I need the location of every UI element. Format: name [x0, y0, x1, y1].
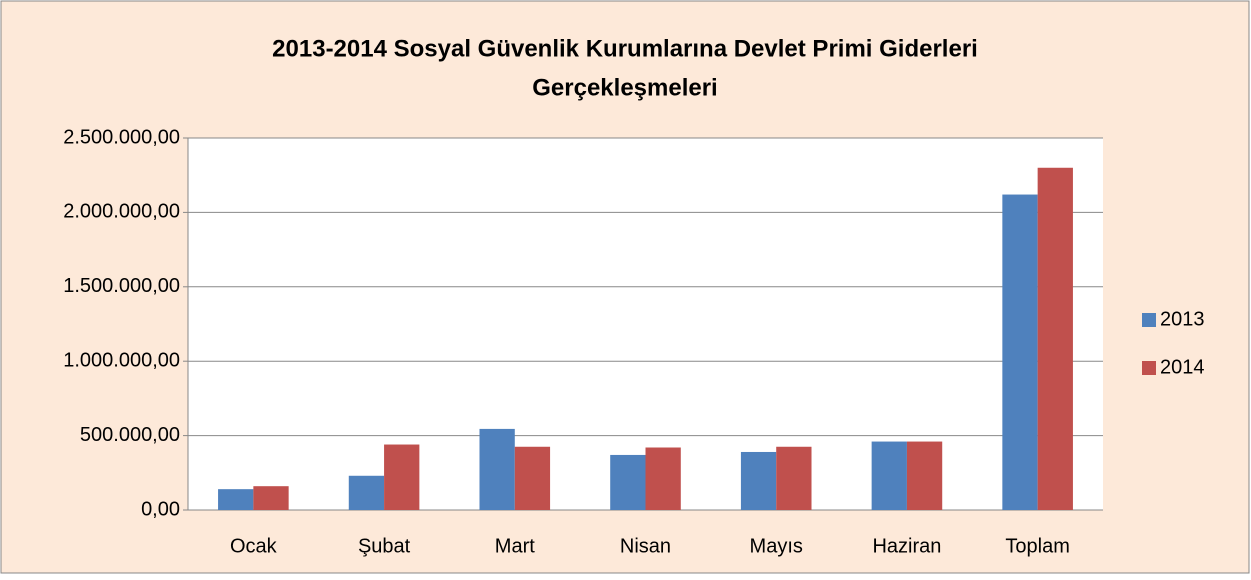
- bar: [218, 489, 254, 510]
- x-tick-label: Şubat: [358, 535, 411, 557]
- bar: [479, 428, 515, 510]
- y-tick-label: 2.500.000,00: [63, 126, 180, 148]
- legend-label: 2013: [1160, 308, 1205, 330]
- bar: [514, 446, 551, 510]
- chart-title: Gerçekleşmeleri: [532, 74, 717, 101]
- x-tick-label: Mart: [495, 535, 535, 557]
- bar: [253, 486, 289, 510]
- bar: [906, 441, 943, 510]
- chart-title: 2013-2014 Sosyal Güvenlik Kurumlarına De…: [272, 35, 978, 62]
- legend-swatch: [1142, 313, 1156, 327]
- x-tick-label: Ocak: [230, 535, 278, 557]
- x-tick-label: Nisan: [620, 535, 671, 557]
- bar: [871, 441, 907, 510]
- bar: [1002, 194, 1038, 510]
- y-tick-label: 0,00: [141, 498, 180, 520]
- bar: [645, 447, 681, 510]
- y-tick-label: 1.500.000,00: [63, 275, 180, 297]
- bar: [384, 444, 420, 510]
- bar: [348, 475, 385, 510]
- y-tick-label: 1.000.000,00: [63, 349, 180, 371]
- bar: [610, 454, 646, 510]
- legend-swatch: [1142, 361, 1156, 375]
- y-tick-label: 500.000,00: [80, 424, 180, 446]
- bar: [776, 446, 812, 510]
- x-tick-label: Haziran: [872, 535, 941, 557]
- x-tick-label: Toplam: [1005, 535, 1069, 557]
- bar: [740, 451, 777, 510]
- x-tick-label: Mayıs: [750, 535, 803, 557]
- legend-label: 2014: [1160, 356, 1205, 378]
- bar: [1037, 167, 1073, 510]
- y-tick-label: 2.000.000,00: [63, 201, 180, 223]
